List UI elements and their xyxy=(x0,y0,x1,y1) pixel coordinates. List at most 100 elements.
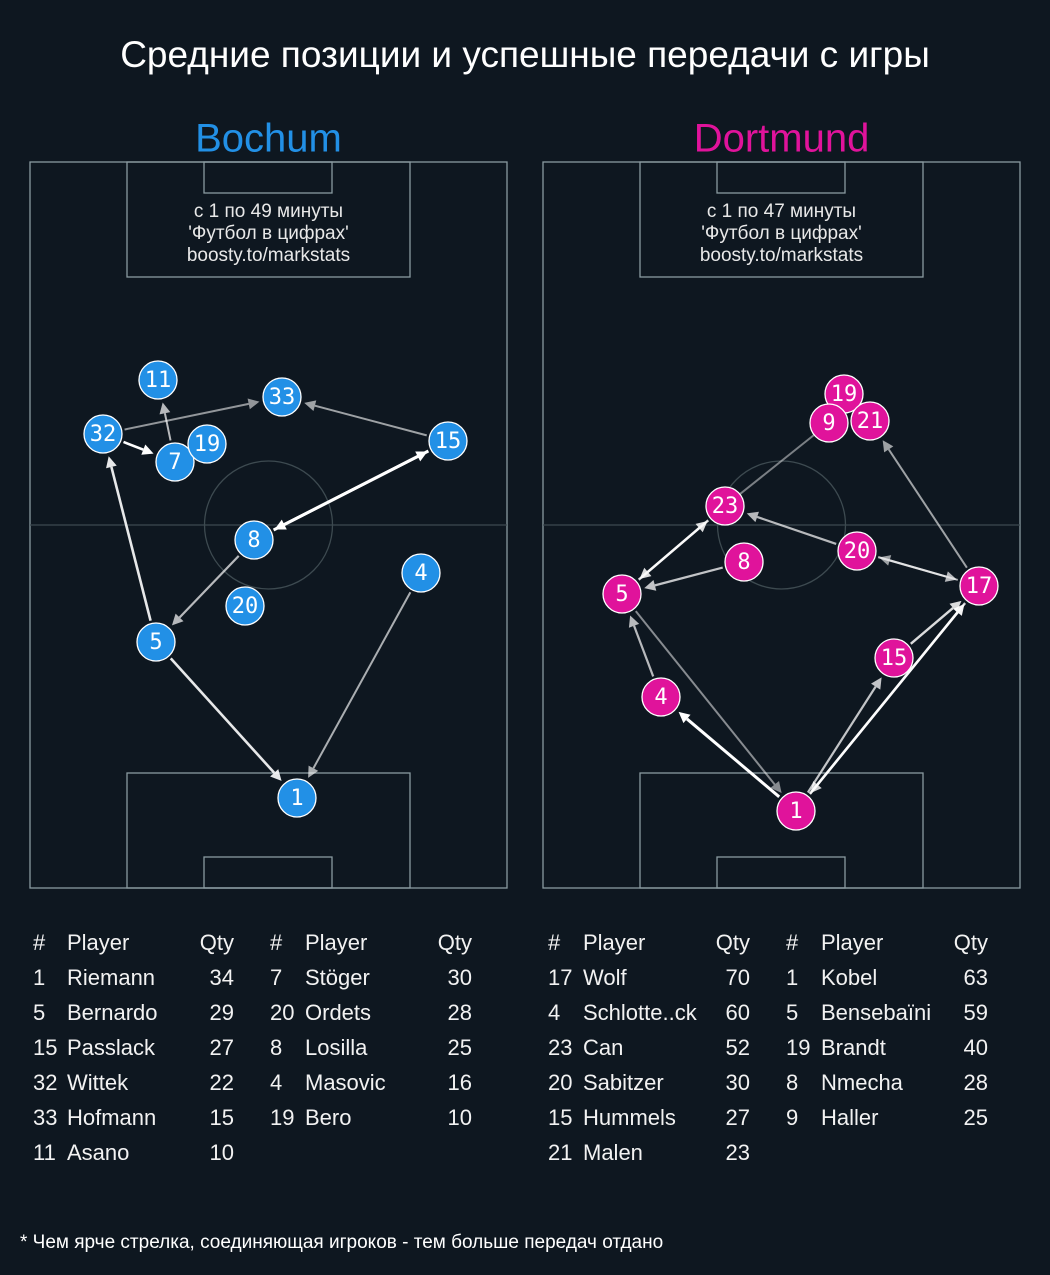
player-node xyxy=(187,424,227,464)
table-cell: 30 xyxy=(448,965,472,990)
pass-arrow xyxy=(123,440,144,451)
table-cell: 10 xyxy=(210,1140,234,1165)
pass-arrow xyxy=(686,717,781,798)
pitch xyxy=(29,161,508,889)
table-cell: 15 xyxy=(210,1105,234,1130)
arrow-head xyxy=(270,769,282,781)
pass-arrow xyxy=(312,591,412,769)
pass-line xyxy=(724,422,830,507)
table-cell: 8 xyxy=(270,1035,282,1060)
player-number: 33 xyxy=(269,385,296,410)
table-cell: 28 xyxy=(964,1070,988,1095)
table-cell: Stöger xyxy=(305,965,370,990)
player-number: 8 xyxy=(737,550,750,575)
player-number: 32 xyxy=(90,422,117,447)
table-cell: Hummels xyxy=(583,1105,676,1130)
pass-arrow xyxy=(169,657,276,774)
player-number: 20 xyxy=(844,539,871,564)
arrow-head xyxy=(871,677,882,690)
table-cell: Brandt xyxy=(821,1035,886,1060)
pass-arrow xyxy=(816,602,967,786)
table-cell: Can xyxy=(583,1035,623,1060)
arrow-head xyxy=(304,400,317,412)
pass-arrow xyxy=(633,625,655,677)
table-cell: 4 xyxy=(548,1000,560,1025)
arrow-head xyxy=(639,567,652,580)
arrow-head xyxy=(678,711,691,724)
player-number: 1 xyxy=(789,799,802,824)
table-header: Qty xyxy=(716,930,750,955)
table-cell: 17 xyxy=(548,965,572,990)
arrow-head xyxy=(949,600,962,613)
table-cell: Schlotte..ck xyxy=(583,1000,698,1025)
table-cell: Hofmann xyxy=(67,1105,156,1130)
table-cell: Ordets xyxy=(305,1000,371,1025)
table-cell: Riemann xyxy=(67,965,155,990)
pass-arrow xyxy=(887,448,968,569)
table-cell: 59 xyxy=(964,1000,988,1025)
goal-area xyxy=(203,161,333,194)
table-cell: Nmecha xyxy=(821,1070,904,1095)
table-header: Player xyxy=(821,930,883,955)
table-cell: Bero xyxy=(305,1105,351,1130)
pass-arrow xyxy=(163,413,172,441)
player-node xyxy=(83,414,123,454)
pass-arrow xyxy=(314,404,427,437)
player-node xyxy=(724,542,764,582)
table-header: # xyxy=(786,930,799,955)
goal-area xyxy=(203,856,333,889)
player-number: 8 xyxy=(247,528,260,553)
table-cell: Sabitzer xyxy=(583,1070,664,1095)
player-node xyxy=(225,586,265,626)
player-number: 7 xyxy=(168,450,181,475)
pass-arrow xyxy=(889,559,959,581)
table-header: Qty xyxy=(954,930,988,955)
pass-arrow xyxy=(647,519,710,573)
table-header: Player xyxy=(305,930,367,955)
player-node xyxy=(959,566,999,606)
player-node xyxy=(705,486,745,526)
arrow-head xyxy=(171,613,184,626)
table-cell: 32 xyxy=(33,1070,57,1095)
arrow-head xyxy=(159,402,171,415)
table-cell: 25 xyxy=(964,1105,988,1130)
pass-arrow xyxy=(654,566,723,587)
table-cell: 5 xyxy=(786,1000,798,1025)
team-name: Dortmund xyxy=(694,117,870,161)
team-name: Bochum xyxy=(195,117,342,161)
note: с 1 по 49 минуты xyxy=(194,201,343,222)
player-node xyxy=(138,360,178,400)
player-number: 5 xyxy=(615,582,628,607)
table-cell: 19 xyxy=(270,1105,294,1130)
player-node xyxy=(155,442,195,482)
player-node xyxy=(262,377,302,417)
table-header: # xyxy=(548,930,561,955)
arrow-head xyxy=(274,519,287,530)
table-header: Qty xyxy=(438,930,472,955)
goal-area xyxy=(716,856,846,889)
table-cell: 15 xyxy=(548,1105,572,1130)
player-node xyxy=(428,421,468,461)
center-circle xyxy=(203,460,334,590)
table-cell: Masovic xyxy=(305,1070,386,1095)
table-cell: 1 xyxy=(786,965,798,990)
note: 'Футбол в цифрах' xyxy=(701,223,861,244)
arrow-head xyxy=(247,398,260,410)
arrow-head xyxy=(628,615,640,628)
player-node xyxy=(136,622,176,662)
table-cell: 4 xyxy=(270,1070,282,1095)
pass-arrow xyxy=(634,610,776,786)
title: Средние позиции и успешные передачи с иг… xyxy=(120,34,930,75)
player-number: 23 xyxy=(712,494,739,519)
table-cell: 5 xyxy=(33,1000,45,1025)
arrow-head xyxy=(810,781,822,794)
table-header: # xyxy=(270,930,283,955)
table-cell: Haller xyxy=(821,1105,878,1130)
table-cell: 60 xyxy=(726,1000,750,1025)
pass-arrow xyxy=(756,515,837,545)
player-number: 19 xyxy=(194,432,221,457)
table-cell: 23 xyxy=(548,1035,572,1060)
player-node xyxy=(602,574,642,614)
table-cell: 34 xyxy=(210,965,234,990)
